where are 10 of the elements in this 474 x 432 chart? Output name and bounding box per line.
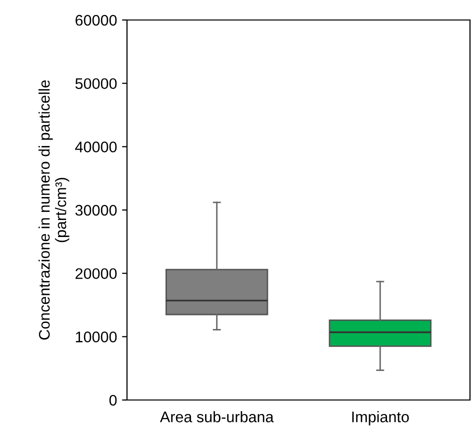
y-tick-label: 60000 <box>76 14 117 26</box>
y-tick-label: 20000 <box>76 268 117 280</box>
y-tick-label: 0 <box>109 394 117 406</box>
y-tick-label: 30000 <box>75 204 117 216</box>
y-tick-label: 40000 <box>75 142 117 152</box>
y-tick-label: 10000 <box>76 332 117 342</box>
y-tick-label: 50000 <box>75 78 117 90</box>
x-tick-label: Impianto <box>352 411 409 426</box>
y-axis-title: Concentrazione in numero di particelle (part/cm³) <box>38 80 70 340</box>
x-tick-label: Area sub-urbana <box>160 411 274 422</box>
